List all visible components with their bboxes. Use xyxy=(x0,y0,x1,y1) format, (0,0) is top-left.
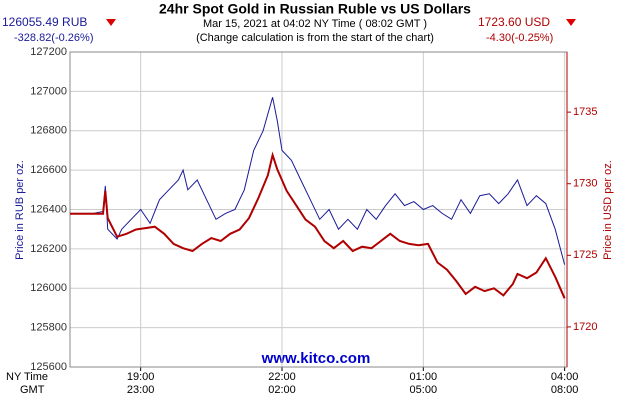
y2-tick-label: 1730 xyxy=(573,178,597,190)
y-tick-label: 125800 xyxy=(30,322,67,334)
chart-title: 24hr Spot Gold in Russian Ruble vs US Do… xyxy=(159,1,471,17)
y2-tick-label: 1725 xyxy=(573,249,597,261)
note: (Change calculation is from the start of… xyxy=(196,32,434,44)
x-tick-label-gmt: 02:00 xyxy=(268,384,296,396)
right-change: -4.30(-0.25%) xyxy=(486,32,553,44)
y-axis-label: Price in RUB per oz. xyxy=(14,160,26,260)
down-arrow xyxy=(566,19,576,26)
left-change: -328.82(-0.26%) xyxy=(14,32,94,44)
y-tick-label: 126000 xyxy=(30,282,67,294)
x-tick-label-gmt: 08:00 xyxy=(551,384,579,396)
x-tick-label-gmt: 23:00 xyxy=(127,384,155,396)
y2-tick-label: 1735 xyxy=(573,106,597,118)
x-tick-label: 01:00 xyxy=(410,371,438,383)
x-tick-label-gmt: 05:00 xyxy=(410,384,438,396)
left-price: 126055.49 RUB xyxy=(2,15,87,29)
series-line xyxy=(70,151,566,299)
x-row2-label: GMT xyxy=(20,384,45,396)
y-tick-label: 126800 xyxy=(30,125,67,137)
watermark: www.kitco.com xyxy=(261,350,371,367)
y-tick-label: 126200 xyxy=(30,243,67,255)
y2-tick-label: 1720 xyxy=(573,321,597,333)
x-row1-label: NY Time xyxy=(6,371,48,383)
y2-axis-label: Price in USD per oz. xyxy=(602,160,614,260)
y-tick-label: 127200 xyxy=(30,46,67,58)
y-tick-label: 126600 xyxy=(30,164,67,176)
subtitle: Mar 15, 2021 at 04:02 NY Time ( 08:02 GM… xyxy=(203,18,427,30)
right-price: 1723.60 USD xyxy=(478,15,550,29)
down-arrow xyxy=(106,19,116,26)
x-tick-label: 19:00 xyxy=(127,371,155,383)
x-tick-label: 04:00 xyxy=(551,371,579,383)
y-tick-label: 127000 xyxy=(30,85,67,97)
x-tick-label: 22:00 xyxy=(268,371,296,383)
series-line xyxy=(70,97,566,265)
y-tick-label: 126400 xyxy=(30,203,67,215)
y-tick-label: 125600 xyxy=(30,361,67,373)
